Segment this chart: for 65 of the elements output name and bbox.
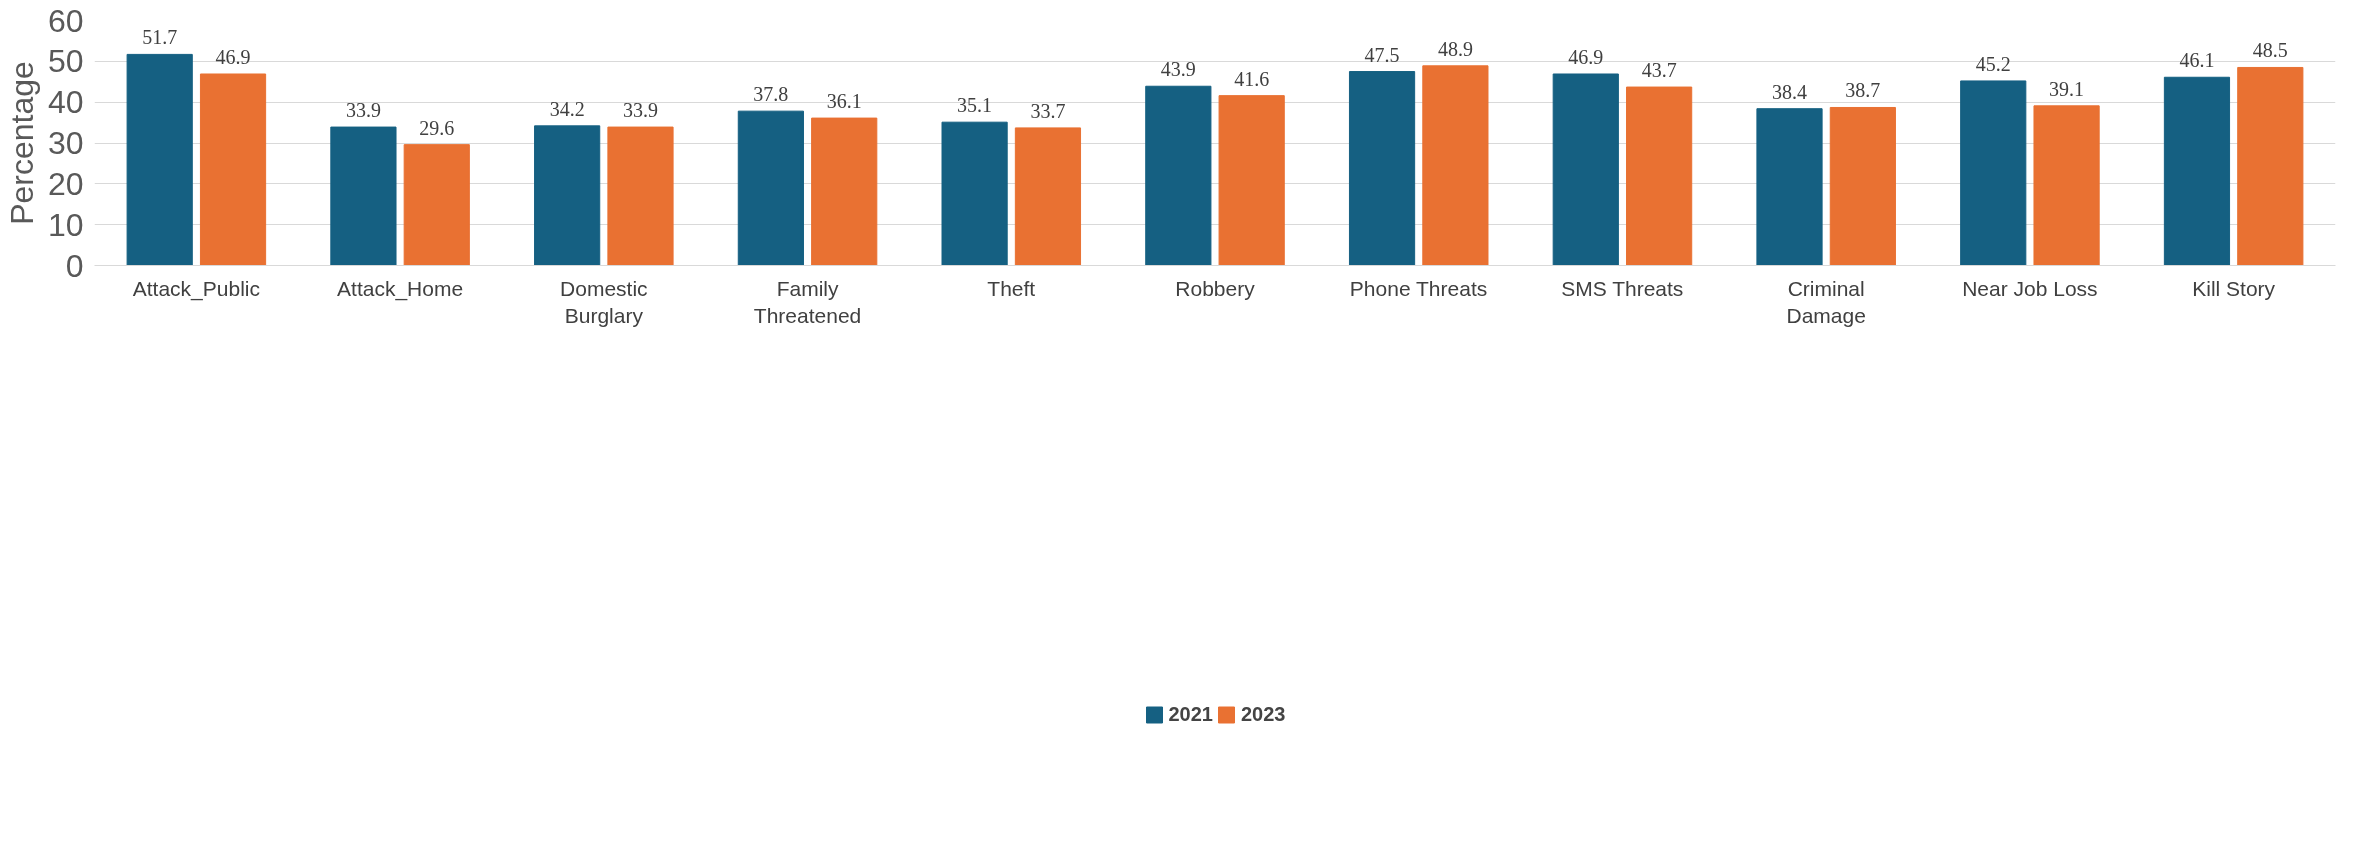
bar <box>330 126 397 266</box>
x-tick-label: Theft <box>987 276 1036 300</box>
data-label: 51.7 <box>142 26 178 49</box>
x-tick-label: Near Job Loss <box>1962 276 2098 300</box>
data-label: 38.4 <box>1772 80 1808 103</box>
data-label: 43.7 <box>1641 59 1677 82</box>
bar <box>1218 95 1285 266</box>
data-label: 37.8 <box>753 83 789 106</box>
y-tick-label: 50 <box>47 43 84 80</box>
bar <box>737 110 804 266</box>
legend-label: 2021 <box>1168 702 1213 726</box>
x-tick-label: Attack_Home <box>337 276 464 301</box>
bar <box>1829 106 1896 266</box>
data-label: 35.1 <box>957 94 993 117</box>
bar <box>1626 86 1693 266</box>
y-tick-label: 0 <box>65 247 84 284</box>
x-tick-label: Kill Story <box>2192 276 2276 300</box>
bar <box>1960 80 2027 266</box>
bar <box>126 53 193 266</box>
bar <box>1348 71 1416 266</box>
y-tick-label: 60 <box>47 2 84 39</box>
bar <box>534 125 601 266</box>
data-label: 34.2 <box>549 97 585 120</box>
bar <box>1552 73 1619 266</box>
bar <box>607 126 674 266</box>
data-label: 48.5 <box>2252 39 2288 62</box>
legend-label: 2023 <box>1241 702 1286 726</box>
data-label: 41.6 <box>1234 67 1270 90</box>
data-label: 38.7 <box>1845 79 1881 102</box>
data-label: 33.9 <box>622 99 658 122</box>
y-tick-label: 20 <box>47 165 84 202</box>
x-tick-label: Robbery <box>1175 276 1256 300</box>
y-tick-label: 30 <box>47 125 84 161</box>
x-tick-label: Attack_Public <box>132 276 260 301</box>
bar <box>941 121 1008 266</box>
data-label: 36.1 <box>826 90 862 113</box>
data-label: 48.9 <box>1437 37 1473 60</box>
x-tick-label: Domestic Burglary <box>560 276 648 328</box>
y-axis-title: Percentage <box>3 61 40 225</box>
bar <box>2163 76 2231 266</box>
data-label: 29.6 <box>419 116 455 139</box>
y-tick-label: 10 <box>47 206 84 243</box>
x-tick-label: SMS Threats <box>1561 276 1684 300</box>
x-tick-label: Phone Threats <box>1349 276 1488 300</box>
bar <box>1145 85 1212 266</box>
data-label: 46.9 <box>1568 45 1604 68</box>
x-tick-label: Criminal Damage <box>1786 276 1866 328</box>
bar <box>1014 127 1082 266</box>
data-label: 43.9 <box>1160 58 1196 81</box>
bar <box>403 144 470 266</box>
x-tick-label: Family Threatened <box>753 276 862 328</box>
bar <box>2033 105 2100 266</box>
data-label: 47.5 <box>1364 43 1400 66</box>
bar <box>1756 108 1823 266</box>
data-label: 46.9 <box>215 45 251 68</box>
data-label: 39.1 <box>2049 77 2085 100</box>
data-label: 46.1 <box>2179 49 2215 72</box>
data-label: 33.7 <box>1030 99 1066 122</box>
y-tick-label: 40 <box>47 84 84 121</box>
bar <box>199 73 267 266</box>
bar <box>811 117 878 266</box>
data-label: 45.2 <box>1975 52 2011 75</box>
data-label: 33.9 <box>345 99 381 122</box>
bar <box>1422 65 1489 266</box>
bar <box>2237 66 2304 266</box>
